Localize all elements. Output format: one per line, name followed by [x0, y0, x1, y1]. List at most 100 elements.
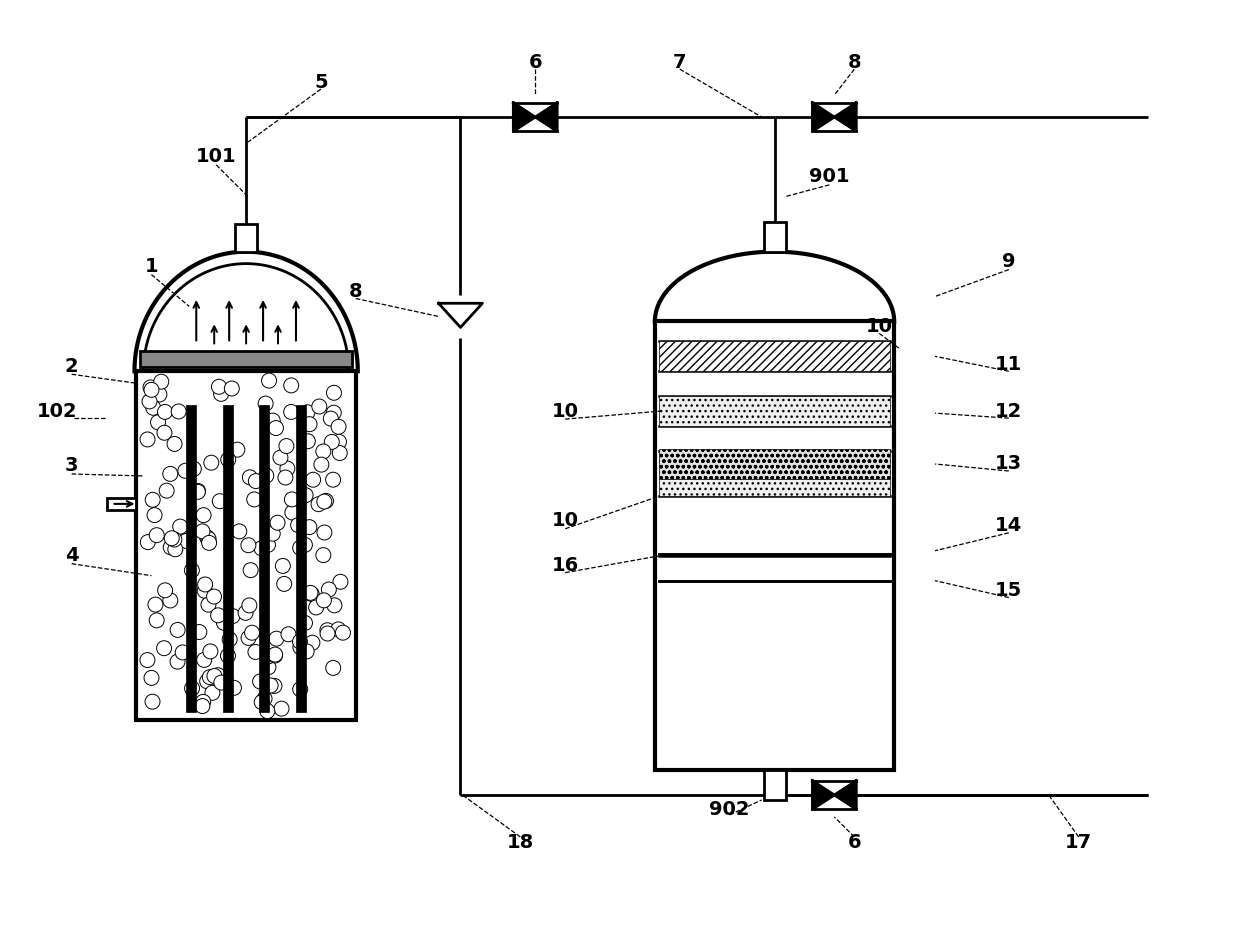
Circle shape — [279, 439, 294, 454]
Circle shape — [263, 678, 278, 693]
Circle shape — [293, 640, 308, 655]
Circle shape — [195, 524, 210, 539]
Text: 12: 12 — [996, 402, 1023, 420]
Circle shape — [274, 701, 289, 716]
Circle shape — [278, 470, 293, 485]
Text: 2: 2 — [64, 357, 78, 376]
Circle shape — [211, 607, 226, 623]
Circle shape — [254, 541, 269, 556]
Circle shape — [185, 681, 200, 695]
Text: 18: 18 — [507, 833, 534, 852]
Circle shape — [269, 632, 284, 646]
Circle shape — [201, 532, 216, 546]
Circle shape — [150, 415, 165, 430]
Circle shape — [309, 600, 324, 615]
Circle shape — [258, 396, 273, 411]
Circle shape — [221, 648, 236, 663]
Circle shape — [290, 518, 305, 532]
Circle shape — [305, 472, 321, 487]
Circle shape — [213, 386, 228, 401]
Circle shape — [331, 622, 346, 637]
Circle shape — [326, 472, 341, 487]
Circle shape — [293, 541, 308, 556]
Circle shape — [221, 452, 236, 467]
Circle shape — [270, 515, 285, 531]
Text: 6: 6 — [847, 833, 861, 852]
Bar — [107, 498, 136, 510]
Circle shape — [143, 380, 157, 394]
Circle shape — [247, 492, 262, 507]
Circle shape — [259, 469, 274, 483]
Circle shape — [284, 492, 299, 507]
Circle shape — [201, 597, 216, 612]
Circle shape — [257, 691, 272, 706]
Polygon shape — [536, 103, 557, 131]
Circle shape — [170, 622, 185, 637]
Text: 6: 6 — [528, 53, 542, 71]
Circle shape — [326, 385, 341, 400]
Circle shape — [200, 530, 215, 544]
Circle shape — [192, 624, 207, 640]
Bar — [223, 406, 233, 712]
Circle shape — [336, 625, 351, 640]
Circle shape — [157, 425, 172, 440]
Circle shape — [156, 641, 171, 656]
Circle shape — [196, 694, 211, 709]
Circle shape — [275, 558, 290, 573]
Circle shape — [331, 434, 346, 449]
Circle shape — [186, 461, 201, 476]
Circle shape — [179, 533, 193, 548]
Circle shape — [200, 674, 215, 689]
Circle shape — [167, 542, 182, 557]
Circle shape — [334, 574, 348, 589]
Text: 9: 9 — [1002, 252, 1016, 271]
Circle shape — [143, 394, 157, 409]
Circle shape — [148, 597, 162, 612]
Circle shape — [298, 488, 312, 503]
Text: 8: 8 — [348, 282, 362, 301]
Circle shape — [284, 405, 299, 419]
Circle shape — [227, 681, 242, 695]
Circle shape — [314, 457, 329, 472]
Bar — [658, 396, 890, 426]
Bar — [186, 406, 196, 712]
Circle shape — [260, 537, 275, 552]
Circle shape — [244, 625, 259, 640]
Circle shape — [269, 420, 284, 435]
Circle shape — [316, 593, 331, 607]
Text: 13: 13 — [996, 455, 1023, 473]
Circle shape — [268, 648, 283, 663]
Bar — [764, 221, 785, 252]
Text: 7: 7 — [673, 53, 687, 71]
Circle shape — [207, 589, 222, 604]
Circle shape — [217, 615, 232, 631]
Polygon shape — [513, 103, 536, 131]
Circle shape — [213, 675, 229, 690]
Circle shape — [140, 432, 155, 447]
Circle shape — [205, 685, 219, 700]
Text: 901: 901 — [810, 168, 849, 186]
Circle shape — [317, 525, 332, 540]
Text: 3: 3 — [64, 457, 78, 475]
Circle shape — [175, 645, 190, 660]
Circle shape — [248, 644, 263, 659]
Circle shape — [164, 531, 180, 545]
Circle shape — [254, 694, 269, 709]
Circle shape — [153, 387, 167, 402]
Circle shape — [232, 524, 247, 539]
Circle shape — [326, 406, 341, 420]
Circle shape — [265, 413, 280, 428]
Circle shape — [304, 586, 319, 602]
Circle shape — [253, 674, 268, 689]
Circle shape — [157, 405, 172, 419]
Text: 902: 902 — [709, 800, 750, 820]
Text: 10: 10 — [866, 317, 893, 336]
Circle shape — [331, 419, 346, 434]
Circle shape — [293, 682, 308, 696]
Circle shape — [149, 528, 164, 543]
Bar — [140, 351, 352, 368]
Circle shape — [162, 467, 177, 482]
Circle shape — [203, 456, 218, 470]
Circle shape — [277, 577, 291, 592]
Circle shape — [316, 547, 331, 563]
